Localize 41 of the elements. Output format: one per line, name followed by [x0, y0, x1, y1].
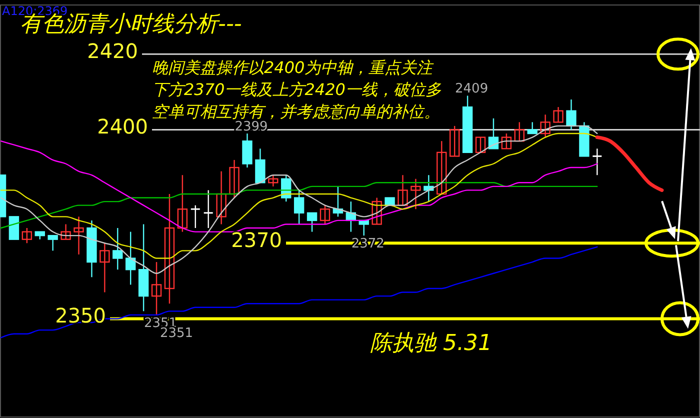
candlestick — [501, 132, 512, 150]
candlestick — [8, 216, 20, 240]
candlestick — [164, 193, 175, 304]
candlestick — [398, 174, 408, 206]
candlestick — [268, 174, 278, 188]
candlestick — [450, 125, 460, 157]
ref-line-label: 2420 — [87, 39, 138, 64]
candlestick — [410, 178, 421, 210]
candlestick — [216, 170, 226, 225]
candlestick — [514, 122, 524, 142]
candlestick — [540, 114, 550, 138]
candlestick — [74, 216, 84, 256]
candlestick — [151, 261, 162, 316]
ref-line-label: 2350 — [55, 304, 106, 328]
candlestick — [527, 122, 538, 134]
candlestick — [48, 234, 58, 252]
candlestick — [306, 212, 318, 232]
candlestick — [294, 190, 304, 225]
candlestick — [242, 132, 252, 168]
ref-line-label: 2400 — [97, 114, 148, 139]
candlestick — [436, 140, 447, 195]
candlestick — [372, 197, 382, 225]
candlestick — [177, 174, 188, 232]
candlestick — [566, 98, 576, 130]
candlestick — [22, 227, 32, 244]
annotation: 2409 — [455, 82, 488, 97]
candlestick — [126, 231, 136, 286]
candlestick — [100, 242, 110, 293]
candlestick — [112, 227, 123, 270]
candlestick — [190, 204, 201, 229]
candlestick — [60, 224, 71, 240]
candlestick — [475, 136, 486, 154]
candlestick — [203, 190, 214, 229]
annotation: 陈执驰 5.31 — [370, 331, 492, 356]
candlestick — [592, 148, 602, 176]
annotation: 晚间美盘操作以2400为中轴，重点关注下方2370一线及上方2420一线，破位多空单可相互持有，并考虑意向单的补位。 — [152, 58, 442, 121]
candlestick — [255, 148, 266, 184]
candlestick — [320, 204, 330, 225]
candlestick — [229, 159, 240, 198]
ref-line-label: 2370 — [231, 228, 282, 252]
candlestick — [553, 106, 564, 123]
